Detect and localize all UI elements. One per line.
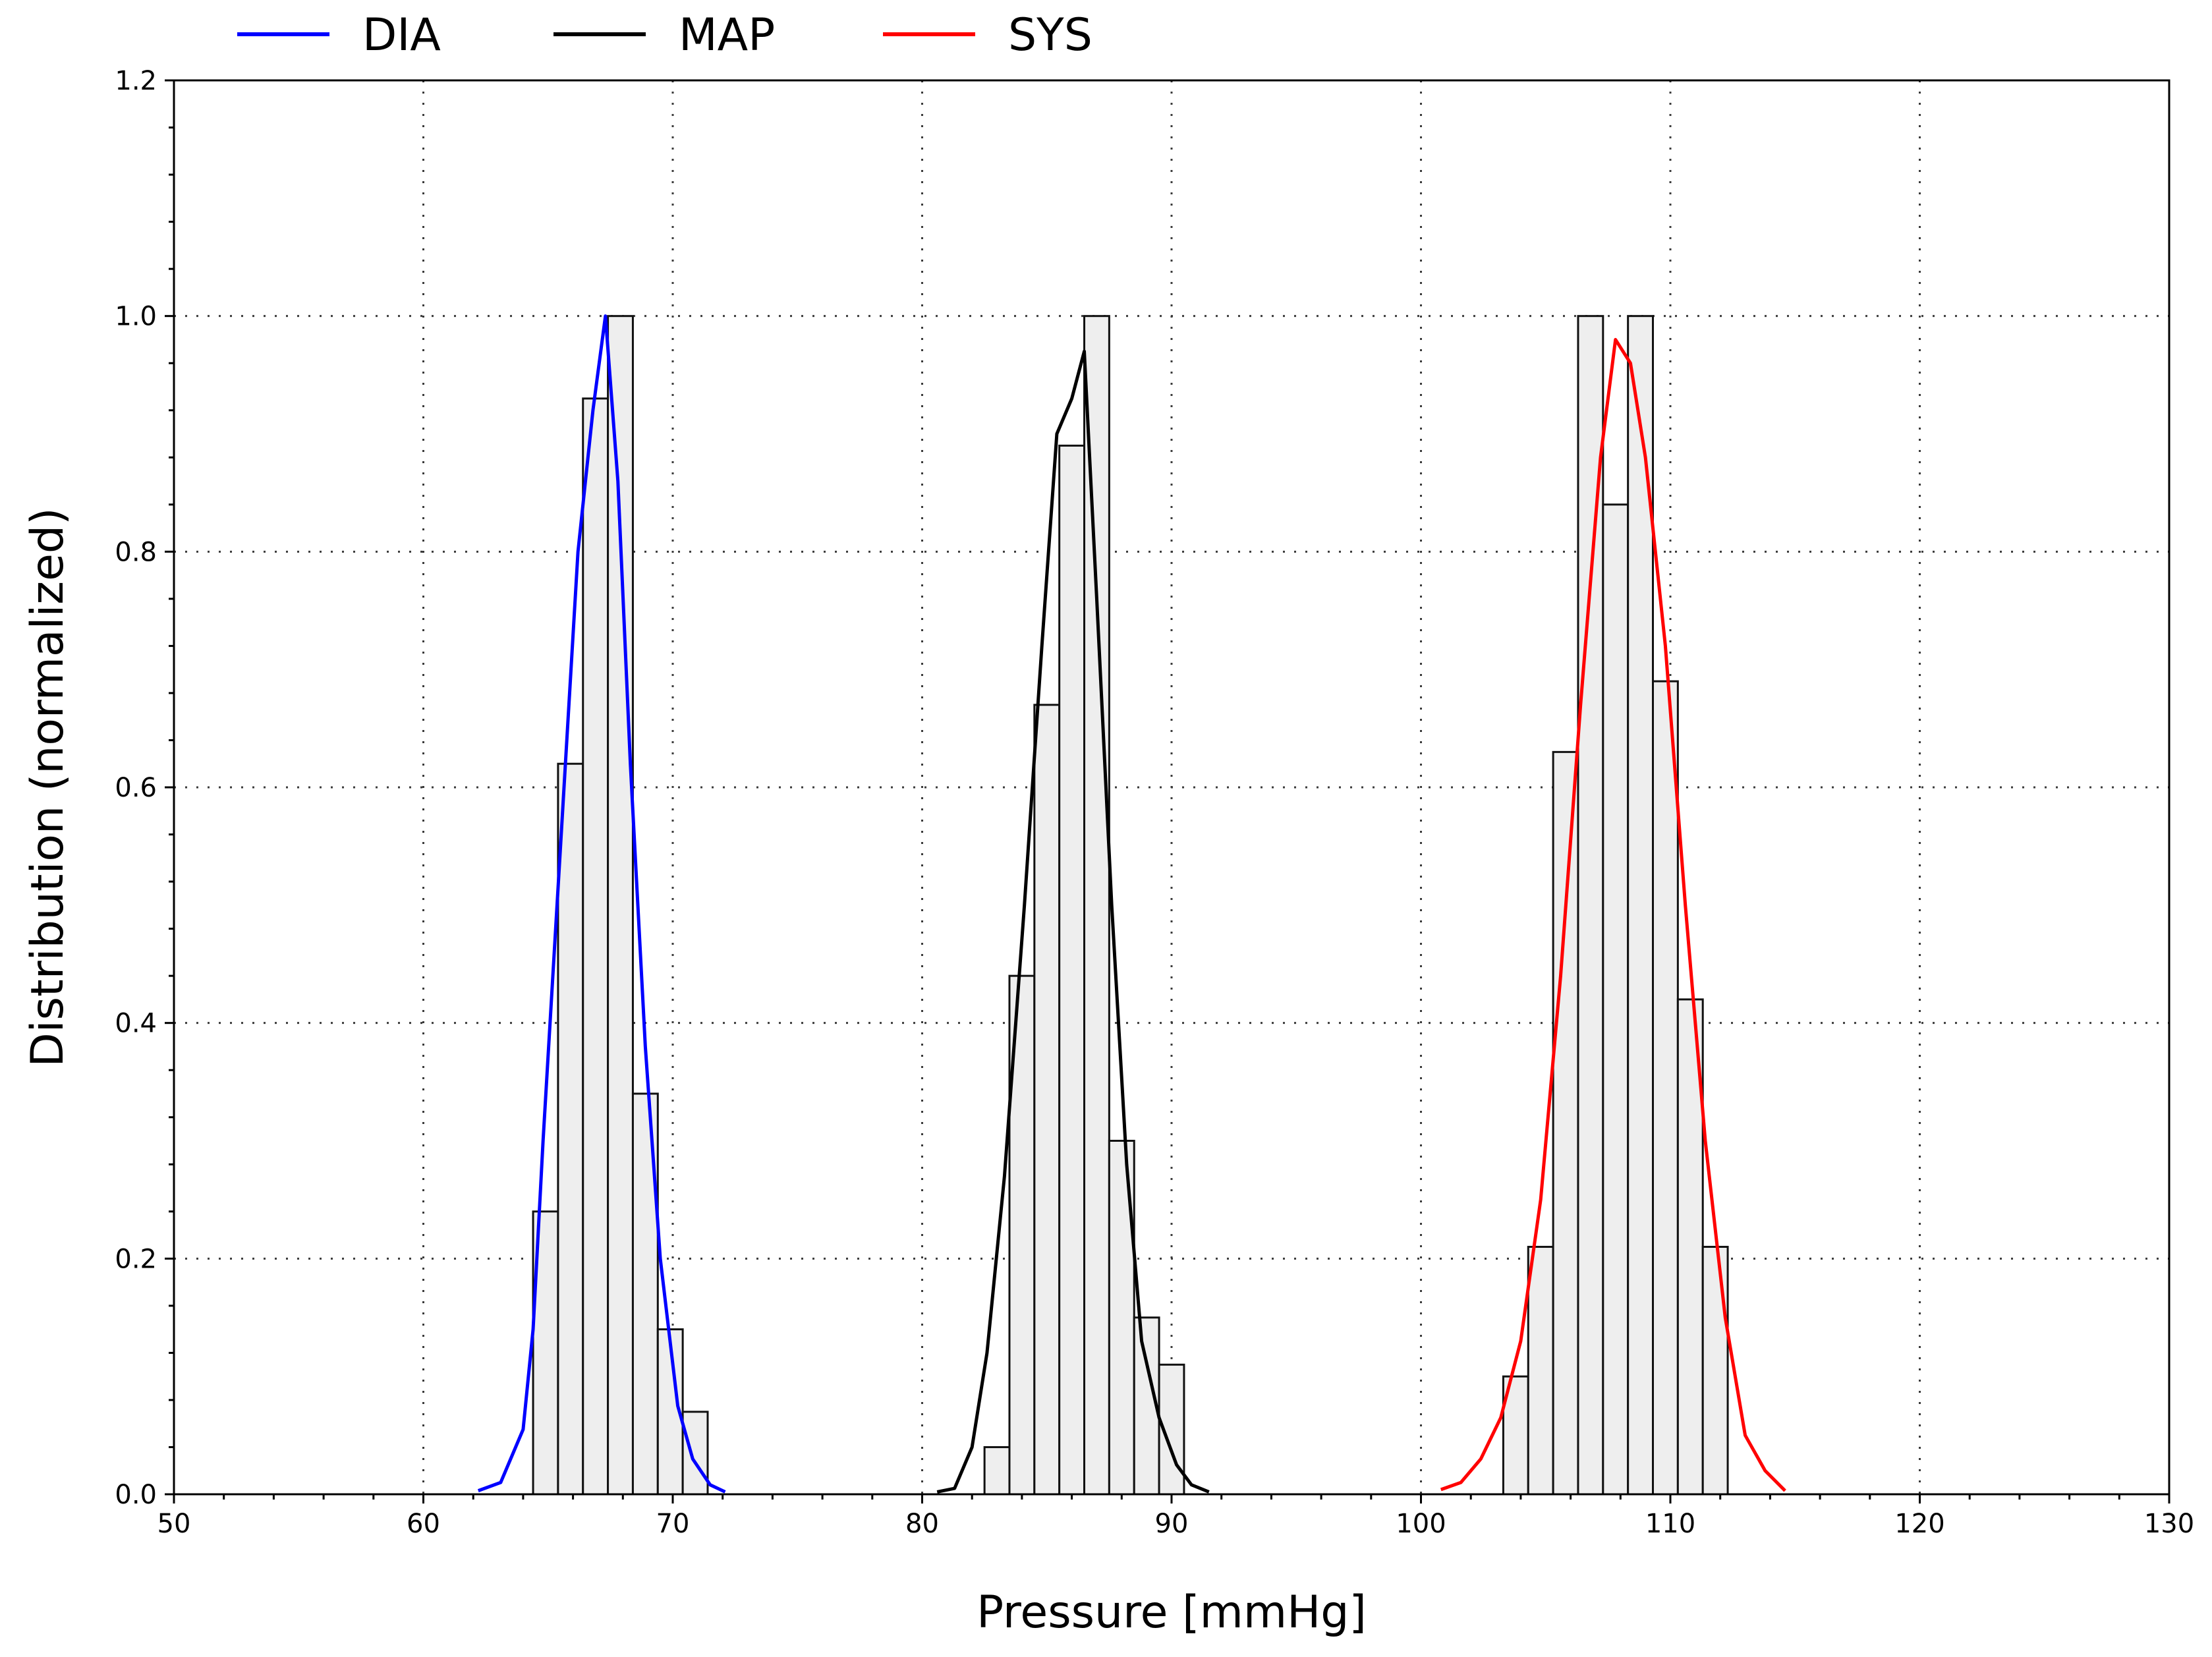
series-line-sys: [1440, 337, 1786, 1492]
histogram-bar: [582, 397, 610, 1496]
histogram-bar: [1602, 503, 1630, 1496]
series-line-dia: [477, 314, 726, 1494]
y-tick-label: 0.8: [115, 537, 157, 567]
x-tick-label: 110: [1645, 1509, 1695, 1539]
x-tick-label: 120: [1894, 1509, 1944, 1539]
histogram-bar: [1701, 1245, 1729, 1496]
histogram-bar: [1652, 680, 1679, 1496]
legend-label-dia: DIA: [362, 9, 441, 61]
histogram-bar: [681, 1411, 709, 1496]
y-tick-label: 0.4: [115, 1009, 157, 1039]
axis-layer: 50 60 70 80 90 100 110 120 130 0.0 0.2 0.4 0.6 0.8 1.0…: [115, 66, 2194, 1539]
histogram-bar: [1552, 750, 1579, 1496]
legend-label-map: MAP: [679, 9, 775, 61]
histogram-bar: [1083, 315, 1110, 1496]
line-layer: [477, 314, 1786, 1494]
legend-label-sys: SYS: [1008, 9, 1092, 61]
histogram-bar: [557, 762, 584, 1496]
y-tick-label: 0.2: [115, 1244, 157, 1274]
x-tick-label: 130: [2144, 1509, 2194, 1539]
x-axis-title: Pressure [mmHg]: [977, 1587, 1367, 1639]
histogram-bar: [983, 1446, 1011, 1496]
x-tick-label: 80: [905, 1509, 939, 1539]
x-tick-label: 50: [157, 1509, 191, 1539]
y-tick-label: 1.0: [115, 302, 157, 332]
y-tick-label: 1.2: [115, 66, 157, 96]
y-tick-label: 0.0: [115, 1480, 157, 1510]
legend: DIA MAP SYS: [237, 9, 1092, 61]
histogram-bar: [1527, 1245, 1554, 1496]
histogram-bar: [1033, 704, 1061, 1496]
histogram-bar: [607, 315, 634, 1496]
x-tick-label: 60: [407, 1509, 440, 1539]
x-tick-label: 100: [1396, 1509, 1446, 1539]
histogram-bar: [1158, 1363, 1185, 1496]
series-line-map: [936, 349, 1210, 1494]
histogram-bar: [1627, 315, 1655, 1496]
grid-layer: [174, 80, 2169, 1494]
x-tick-label: 70: [656, 1509, 690, 1539]
x-tick-label: 90: [1155, 1509, 1189, 1539]
y-tick-label: 0.6: [115, 773, 157, 803]
y-axis-title: Distribution (normalized): [22, 507, 74, 1067]
histogram-bar: [1058, 444, 1086, 1496]
